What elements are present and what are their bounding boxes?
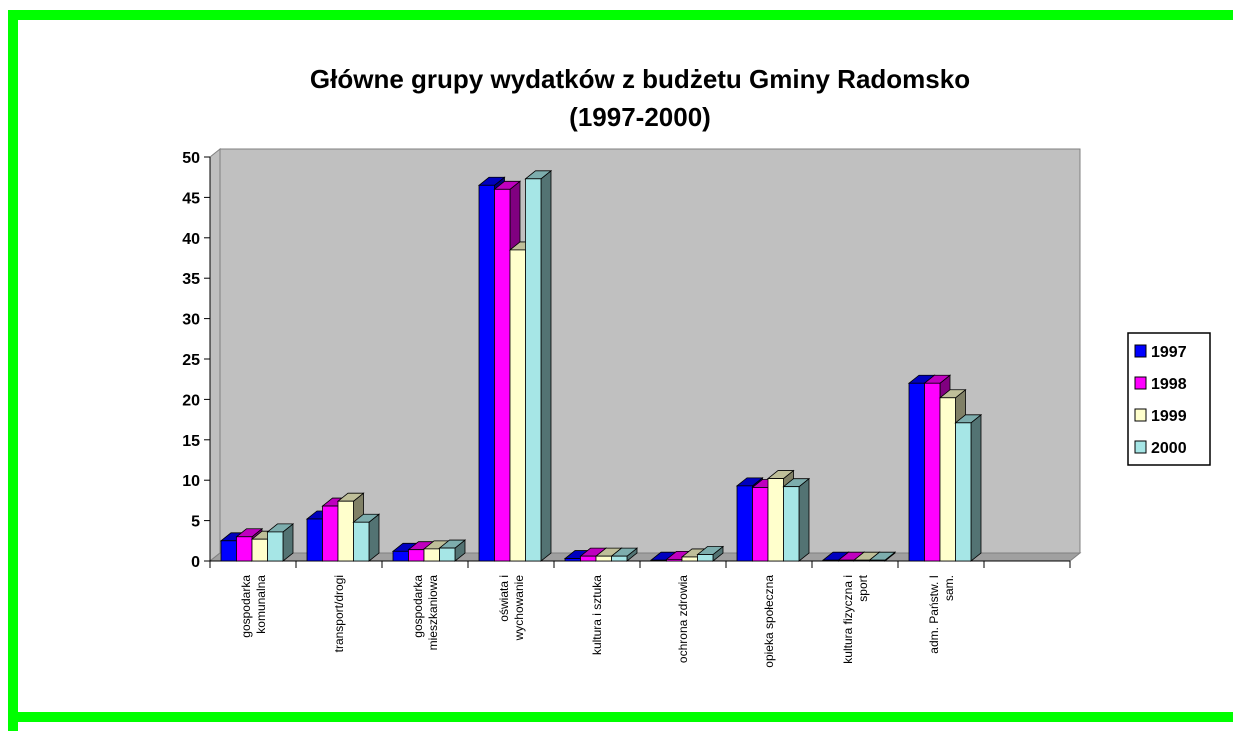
- bar: [438, 539, 467, 562]
- legend-label: 1997: [1151, 344, 1187, 361]
- y-tick-label: 0: [191, 554, 200, 571]
- bar-front: [439, 547, 456, 562]
- bar-front: [611, 555, 628, 562]
- bar: [524, 169, 553, 562]
- bar: [954, 413, 983, 562]
- bar-side: [970, 413, 982, 562]
- y-tick-label: 5: [191, 514, 200, 531]
- bar-front: [681, 556, 698, 562]
- legend-swatch: [1134, 440, 1147, 454]
- x-tick-label: oświata iwychowanie: [497, 575, 526, 642]
- bar-front: [822, 559, 839, 562]
- bar-front: [924, 382, 941, 562]
- bar-front: [869, 559, 886, 562]
- bar-front: [650, 559, 667, 562]
- bar-front: [736, 485, 753, 562]
- bar-front: [353, 521, 370, 562]
- bar-front: [853, 559, 870, 562]
- legend-label: 1999: [1151, 408, 1187, 425]
- bar-front: [494, 188, 511, 562]
- y-tick-label: 40: [182, 231, 200, 248]
- bar-side: [540, 169, 552, 562]
- bar-front: [220, 540, 237, 562]
- bar-front: [767, 478, 784, 562]
- y-tick-label: 10: [182, 473, 200, 490]
- frame: [8, 10, 1233, 731]
- bar-front: [783, 486, 800, 562]
- x-tick-label: ochrona zdrowia: [676, 575, 690, 663]
- bar-front: [595, 555, 612, 562]
- bar: [266, 523, 295, 562]
- bar-front: [408, 549, 425, 562]
- bar: [610, 547, 639, 562]
- bar-front: [955, 422, 972, 562]
- legend-swatch: [1134, 376, 1147, 390]
- bar-front: [478, 184, 495, 562]
- bar-front: [580, 555, 597, 562]
- x-tick-label: gospodarkakomunalna: [239, 575, 268, 638]
- bar-front: [525, 178, 542, 562]
- bar-front: [908, 382, 925, 562]
- bar-front: [322, 505, 339, 562]
- bar-side: [798, 477, 810, 562]
- y-tick-label: 20: [182, 392, 200, 409]
- bar-front: [267, 531, 284, 562]
- side-wall: [209, 147, 221, 563]
- bar-front: [838, 559, 855, 562]
- y-tick-label: 15: [182, 433, 200, 450]
- legend-label: 1998: [1151, 376, 1187, 393]
- y-tick-label: 35: [182, 271, 200, 288]
- x-tick-label: opieka społeczna: [762, 575, 776, 668]
- x-tick-label: kultura i sztuka: [590, 575, 604, 655]
- bar: [352, 513, 381, 562]
- bar-front: [251, 538, 268, 562]
- bar-front: [337, 500, 354, 562]
- bar-front: [423, 548, 440, 562]
- y-tick-label: 50: [182, 150, 200, 167]
- bar: [868, 551, 897, 562]
- y-tick-label: 25: [182, 352, 200, 369]
- bar: [696, 545, 725, 562]
- bar-front: [564, 558, 581, 562]
- bar-front: [509, 249, 526, 562]
- bar-front: [236, 536, 253, 562]
- x-tick-label: adm. Państw. Isam.: [927, 575, 956, 654]
- bar-front: [666, 558, 683, 562]
- bar-front: [697, 554, 714, 562]
- bar-front: [752, 487, 769, 562]
- legend-label: 2000: [1151, 440, 1187, 457]
- chart-title: Główne grupy wydatków z budżetu Gminy Ra…: [310, 64, 970, 132]
- x-tick-label: transport/drogi: [332, 575, 346, 652]
- legend-swatch: [1134, 408, 1147, 422]
- x-tick-label: gospodarkamieszkaniowa: [411, 575, 440, 651]
- y-tick-label: 30: [182, 312, 200, 329]
- legend-swatch: [1134, 344, 1147, 358]
- x-tick-label: kultura fizyczna isport: [841, 574, 870, 663]
- bar: [782, 477, 811, 562]
- bar-front: [392, 550, 409, 562]
- bar-front: [306, 518, 323, 562]
- y-tick-label: 45: [182, 190, 200, 207]
- bar-front: [939, 397, 956, 562]
